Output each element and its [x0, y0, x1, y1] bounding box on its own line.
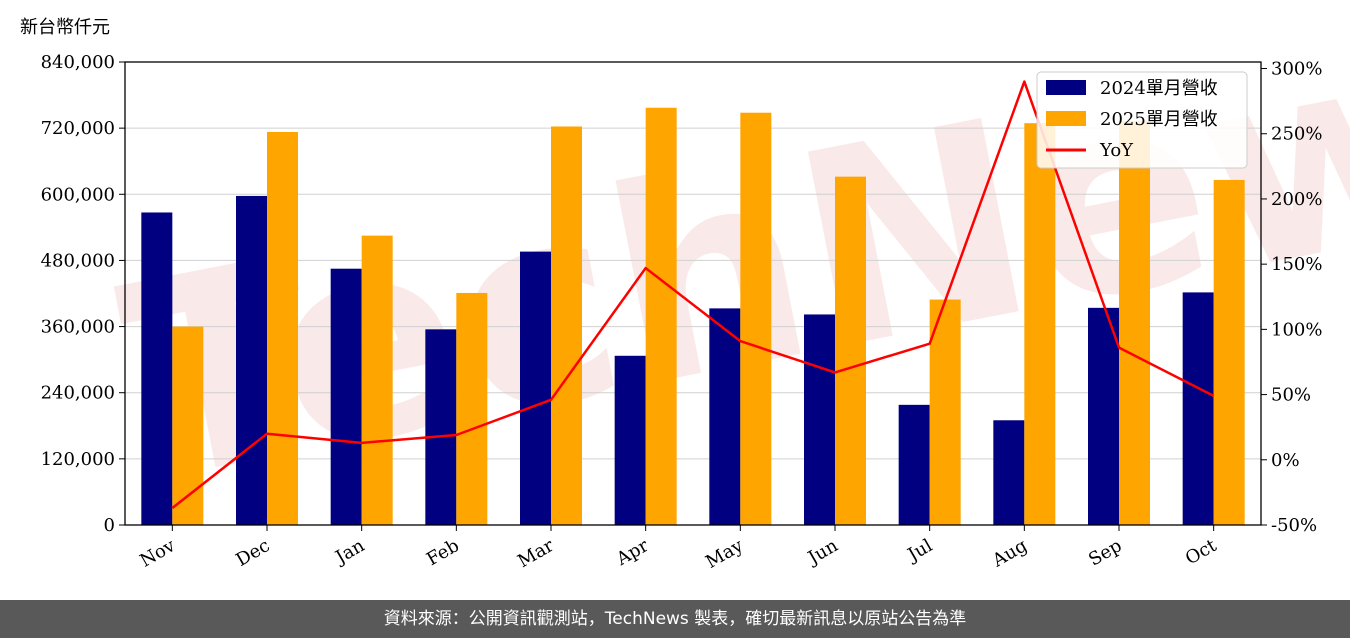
legend-label-yoy: YoY [1099, 140, 1134, 161]
legend-swatch-2025 [1046, 111, 1086, 126]
bar-2025 [740, 112, 772, 525]
left-tick-label: 240,000 [41, 383, 115, 404]
right-tick-label: 200% [1271, 189, 1322, 210]
bar-2024 [236, 195, 267, 526]
bar-2025 [835, 176, 866, 525]
bar-2025 [1119, 120, 1150, 525]
bar-2024 [709, 308, 741, 525]
bar-2024 [425, 329, 457, 525]
plot-frame [124, 61, 1262, 526]
legend-label-2025: 2025單月營收 [1100, 109, 1218, 130]
bar-2024 [1088, 307, 1119, 525]
x-tick-label: May [702, 535, 747, 573]
revenue-chart: TechNews 0120,000240,000360,000480,00060… [20, 0, 1350, 573]
x-tick-label: Mar [514, 535, 558, 572]
left-tick-label: 480,000 [41, 250, 115, 271]
bar-2024 [614, 355, 646, 525]
right-tick-label: 0% [1271, 450, 1300, 471]
x-tick-label: Aug [988, 535, 1031, 572]
right-tick-label: 150% [1271, 254, 1322, 275]
x-tick-label: Oct [1182, 535, 1221, 570]
bar-2025 [551, 126, 582, 525]
bar-2024 [804, 314, 835, 525]
right-tick-label: 100% [1271, 319, 1322, 340]
bar-2024 [520, 251, 551, 525]
bar-2025 [267, 132, 298, 525]
bar-2025 [1024, 123, 1056, 526]
right-tick-label: 50% [1271, 385, 1311, 406]
left-tick-label: 720,000 [41, 118, 115, 139]
bar-2025 [1213, 179, 1245, 525]
footer-source: 資料來源：公開資訊觀測站，TechNews 製表，確切最新訊息以原站公告為準 [0, 600, 1350, 638]
legend: 2024單月營收 2025單月營收 YoY [1036, 71, 1248, 169]
bar-2025 [645, 107, 677, 525]
bar-2025 [172, 326, 204, 525]
left-tick-label: 360,000 [41, 317, 115, 338]
legend-label-2024: 2024單月營收 [1100, 78, 1218, 99]
bar-2024 [1182, 292, 1214, 525]
bar-2024 [898, 404, 930, 525]
bar-2024 [141, 212, 173, 525]
left-tick-label: 120,000 [41, 449, 115, 470]
left-tick-label: 0 [104, 515, 115, 536]
x-tick-label: Feb [423, 535, 463, 570]
bar-2025 [456, 292, 488, 525]
x-tick-label: Sep [1085, 535, 1125, 570]
unit-label: 新台幣仟元 [20, 17, 110, 38]
bar-2025 [361, 235, 393, 525]
left-tick-label: 840,000 [41, 52, 115, 73]
x-tick-label: Apr [612, 535, 652, 570]
right-tick-label: 300% [1271, 59, 1322, 80]
x-tick-label: Jan [330, 535, 368, 569]
x-tick-label: Jun [803, 535, 842, 570]
right-tick-label: -50% [1271, 515, 1317, 536]
bars [141, 107, 1245, 526]
left-tick-label: 600,000 [41, 184, 115, 205]
bar-2024 [330, 268, 362, 525]
legend-box [1036, 71, 1248, 169]
right-tick-label: 250% [1271, 124, 1322, 145]
bar-2025 [929, 299, 961, 525]
x-tick-label: Jul [903, 535, 937, 567]
legend-swatch-2024 [1046, 80, 1086, 95]
x-tick-label: Dec [233, 535, 274, 571]
bar-2024 [993, 420, 1025, 525]
